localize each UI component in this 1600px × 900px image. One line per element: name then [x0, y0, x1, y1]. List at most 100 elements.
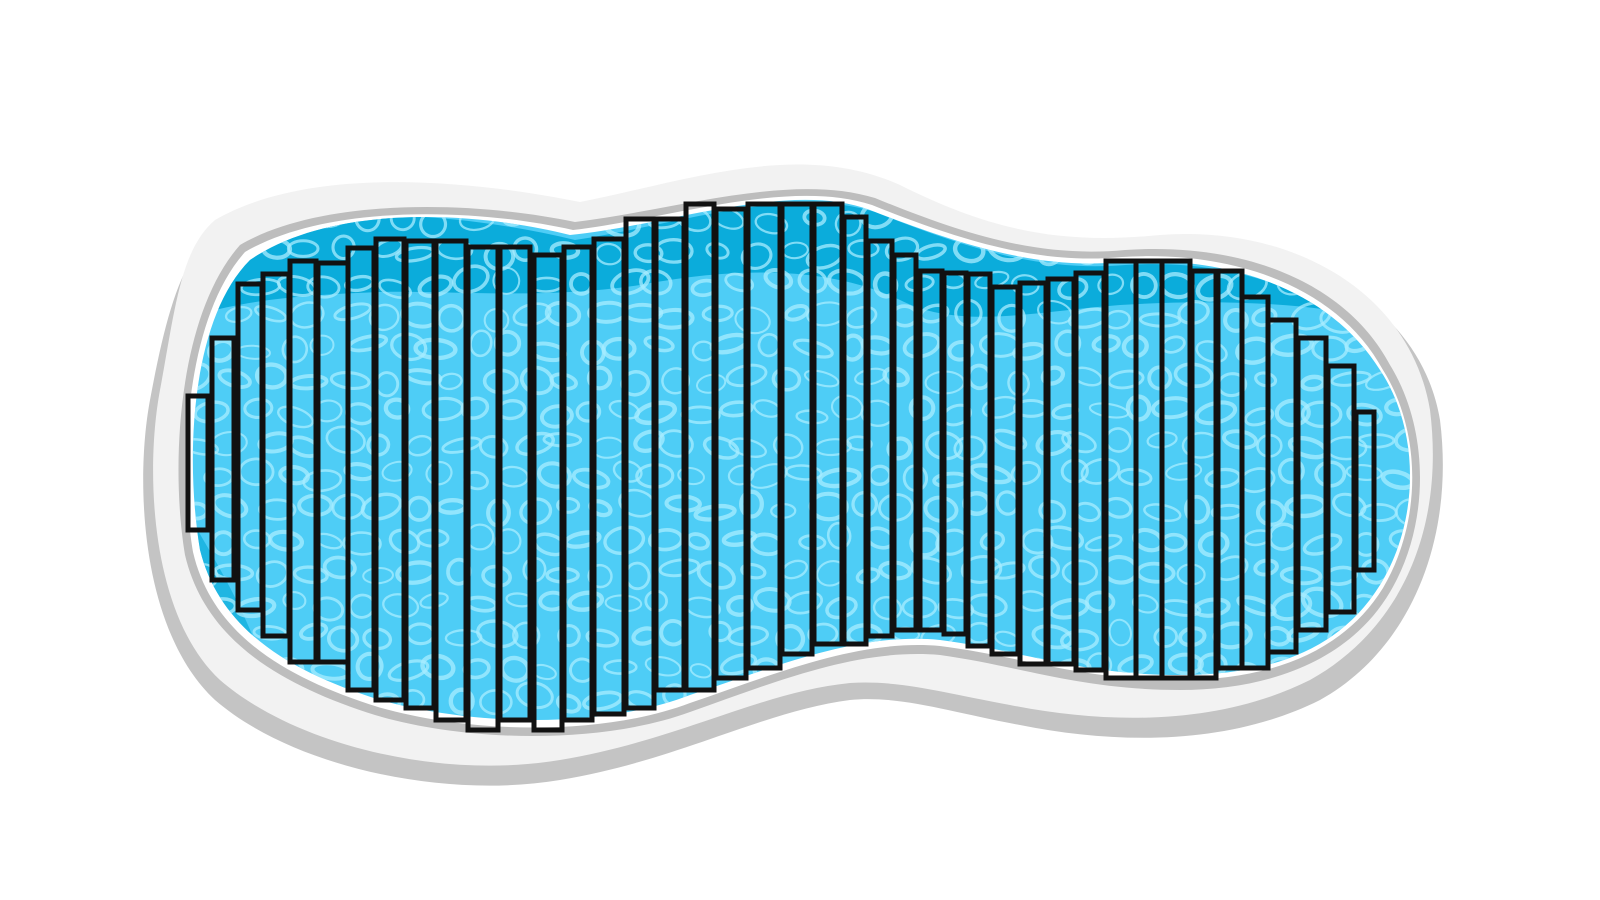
water-ripple [556, 496, 581, 514]
water-ripple [1130, 272, 1158, 299]
water-ripple [1390, 205, 1410, 229]
water-ripple [1383, 660, 1408, 678]
water-ripple [1054, 329, 1082, 357]
water-ripple [254, 362, 289, 390]
water-ripple [1124, 204, 1159, 233]
water-ripple [1270, 333, 1314, 357]
water-ripple [1393, 623, 1410, 652]
water-ripple [438, 372, 463, 391]
water-ripple [286, 239, 320, 258]
water-ripple [872, 596, 903, 621]
water-ripple [772, 433, 804, 460]
water-ripple [1165, 462, 1203, 481]
water-ripple [1286, 621, 1322, 643]
water-ripple [460, 396, 490, 420]
area-strip [1353, 409, 1377, 573]
water-ripple [368, 303, 400, 332]
area-strips [185, 201, 1377, 733]
water-ripple [726, 594, 754, 617]
water-ripple [1300, 400, 1343, 429]
water-ripple [1372, 241, 1400, 267]
water-ripple [277, 405, 314, 429]
water-ripple [192, 695, 211, 715]
area-strip [209, 335, 237, 583]
water-ripple [1195, 213, 1236, 236]
water-ripple [292, 565, 329, 585]
water-ripple [1394, 425, 1410, 453]
water-ripple [739, 489, 764, 519]
water-ripple [1132, 594, 1159, 614]
water-ripple [167, 662, 190, 679]
water-ripple [585, 628, 620, 648]
water-ripple [1331, 244, 1357, 267]
water-ripple [1057, 211, 1085, 232]
water-ripple [1380, 469, 1410, 491]
water-ripple [254, 304, 288, 323]
water-ripple [786, 590, 824, 615]
water-ripple [1085, 590, 1116, 614]
water-ripple [1192, 597, 1231, 618]
water-ripple [1365, 684, 1406, 713]
water-ripple [243, 397, 274, 419]
water-ripple [603, 659, 638, 675]
water-ripple [1010, 460, 1042, 486]
water-ripple [601, 336, 637, 361]
water-ripple [803, 369, 840, 388]
area-strip [497, 244, 533, 723]
water-ripple [633, 243, 664, 264]
water-ripple [960, 555, 1003, 584]
water-ripple [1341, 203, 1375, 234]
water-ripple [740, 562, 767, 580]
water-ripple [661, 367, 691, 395]
water-ripple [754, 212, 789, 235]
water-ripple [1239, 209, 1275, 239]
water-ripple [783, 303, 810, 322]
water-ripple [1346, 402, 1383, 427]
water-ripple [1313, 211, 1348, 235]
water-ripple [1403, 689, 1410, 716]
water-ripple [947, 340, 975, 362]
water-ripple [771, 366, 802, 392]
water-ripple [1010, 274, 1040, 296]
water-ripple [884, 236, 920, 262]
water-ripple [469, 329, 493, 358]
water-ripple [740, 242, 773, 270]
water-ripple [333, 302, 372, 322]
water-ripple [1153, 625, 1178, 648]
water-ripple [306, 275, 341, 299]
water-ripple [1399, 310, 1410, 327]
water-ripple [575, 401, 602, 423]
water-ripple [1167, 652, 1204, 676]
water-ripple [539, 404, 574, 429]
water-deep-region [192, 202, 1385, 360]
water-ripple [1279, 565, 1323, 586]
water-ripple [644, 655, 682, 677]
water-ripple [448, 687, 475, 715]
water-ripple [586, 365, 613, 391]
area-strip [185, 393, 211, 533]
water-ripple [677, 466, 705, 486]
water-ripple [342, 531, 382, 556]
water-ripple [309, 334, 335, 356]
water-ripple [1267, 204, 1311, 228]
water-ripple [657, 429, 694, 458]
water-ripple [1395, 497, 1410, 527]
area-strip [891, 252, 919, 633]
water-ripple [689, 663, 713, 679]
water-ripple [658, 558, 701, 578]
water-ripple [845, 435, 873, 452]
water-ripple [169, 213, 191, 228]
water-ripple [1155, 212, 1193, 236]
water-ripple [1086, 206, 1113, 225]
water-ripple [719, 653, 758, 676]
water-ripple [719, 400, 754, 418]
water-ripple [322, 555, 357, 580]
water-ripple [1108, 618, 1132, 647]
water-ripple [910, 556, 953, 585]
water-ripple [582, 690, 623, 712]
water-ripple [381, 460, 413, 482]
water-ripple [587, 563, 613, 589]
water-ripple [1107, 369, 1145, 390]
